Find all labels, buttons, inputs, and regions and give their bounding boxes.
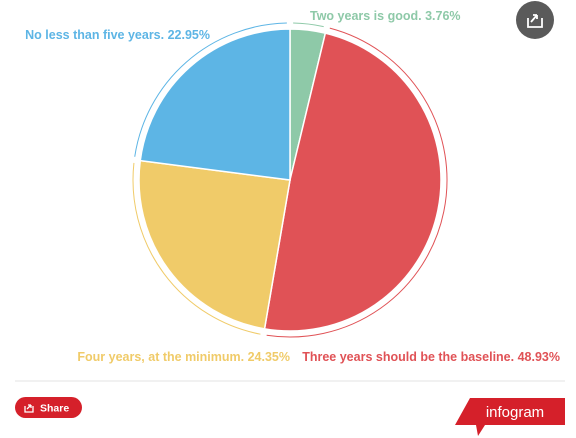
slice-label: Three years should be the baseline. 48.9… [302,350,560,364]
share-glyph [527,14,543,28]
slice-value: 48.93% [518,350,560,364]
share-button-bg[interactable] [15,397,82,418]
share-button-glyph [24,404,34,413]
slice-category: Two years is good. [310,9,422,23]
pie-slice [139,28,291,181]
leader-arc [132,162,261,335]
leader-arc [266,27,448,338]
share-icon-circle[interactable] [516,1,554,39]
leader-arc [293,22,324,28]
slice-label: No less than five years. 22.95% [25,28,210,42]
slice-category: Four years, at the minimum. [77,350,244,364]
slice-label: Two years is good. 3.76% [310,9,461,23]
slice-label: Four years, at the minimum. 24.35% [77,350,290,364]
slice-category: Three years should be the baseline. [302,350,514,364]
slice-category: No less than five years. [25,28,164,42]
slice-value: 24.35% [248,350,290,364]
share-button[interactable]: Share [15,397,82,418]
brand-logo-bg[interactable] [455,398,565,436]
pie-slice [263,32,442,332]
leader-arc [134,22,287,157]
slice-value: 22.95% [168,28,210,42]
pie-slice [138,159,291,330]
slice-value: 3.76% [425,9,460,23]
share-icon[interactable] [516,1,554,39]
share-button-label[interactable]: Share [40,403,69,415]
brand-logo-text[interactable]: infogram [486,404,544,421]
brand-logo[interactable]: infogram [455,398,565,436]
